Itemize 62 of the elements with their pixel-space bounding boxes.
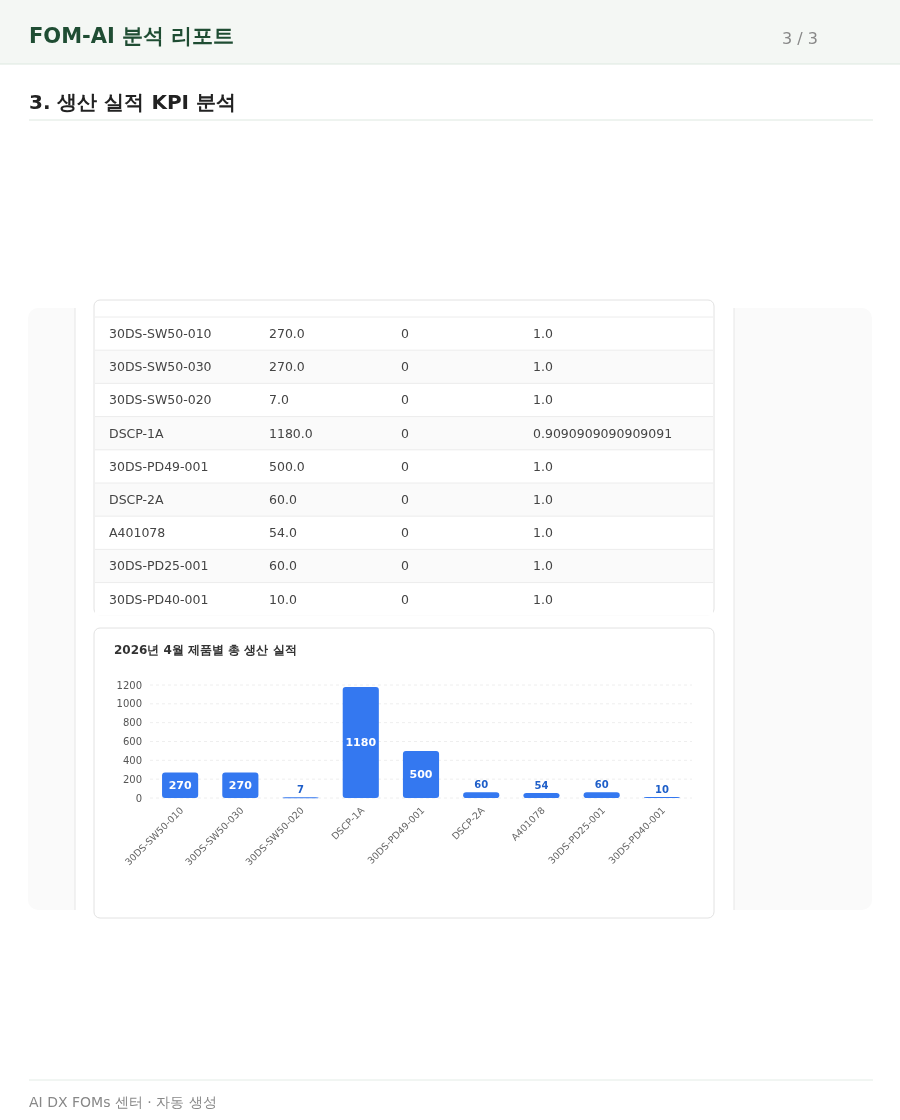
data-label: 0 — [401, 392, 409, 408]
data-label: 500 — [409, 768, 433, 782]
data-label: 54.0 — [269, 525, 297, 541]
data-label: 10.0 — [269, 591, 297, 607]
category-label: DSCP-2A — [109, 492, 165, 507]
data-label: 60.0 — [269, 492, 297, 507]
category-label: 30DS-PD49-001 — [109, 458, 209, 474]
data-label: 10 — [654, 784, 669, 796]
data-label: 0 — [401, 492, 409, 507]
data-label: 0 — [401, 425, 409, 441]
category-label: 30DS-PD40-001 — [109, 591, 209, 607]
data-label: 0 — [401, 359, 409, 375]
chart-title: 2026년 4월 제품별 총 생산 실적 — [114, 643, 297, 657]
data-label: 60 — [594, 779, 609, 791]
data-label: 7.0 — [269, 392, 289, 408]
bar — [523, 792, 560, 798]
data-label: 1.0 — [533, 591, 553, 607]
y-tick-label: 600 — [122, 736, 142, 747]
data-label: 0 — [401, 525, 409, 541]
data-label: 0 — [401, 326, 409, 341]
data-label: 0 — [401, 591, 409, 607]
y-tick-label: 200 — [122, 773, 142, 785]
data-label: 60.0 — [269, 558, 297, 574]
text: 3. 생산 실적 KPI 분석 — [29, 90, 236, 114]
data-label: 7 — [297, 784, 305, 796]
data-label: 1.0 — [533, 458, 553, 474]
data-label: 270.0 — [269, 326, 305, 341]
category-label: 30DS-SW50-010 — [109, 326, 212, 341]
text: AI DX FOMs 센터 · 자동 생성 — [29, 1094, 217, 1110]
data-label: 270 — [168, 779, 192, 793]
y-tick-label: 1000 — [116, 698, 142, 710]
data-label: 1180.0 — [269, 425, 313, 441]
data-label: 0 — [401, 558, 409, 574]
data-label: 0 — [401, 458, 409, 474]
y-tick-label: 400 — [122, 754, 142, 766]
category-label: A401078 — [109, 525, 166, 541]
text: FOM-AI 분석 리포트 — [29, 24, 235, 48]
bar — [583, 792, 620, 798]
data-label: 1.0 — [533, 326, 553, 341]
data-label: 1180 — [345, 736, 377, 750]
data-label: 1.0 — [533, 558, 553, 574]
category-label: 30DS-PD25-001 — [109, 558, 209, 574]
bar — [402, 750, 440, 798]
y-tick-label: 0 — [135, 792, 142, 804]
data-label: 1.0 — [533, 525, 553, 541]
text: 3 / 3 — [782, 29, 818, 48]
data-label: 1.0 — [533, 492, 553, 507]
data-label: 1.0 — [533, 359, 553, 375]
category-label: 30DS-SW50-030 — [109, 359, 212, 375]
data-label: 500.0 — [269, 458, 305, 474]
y-tick-label: 1200 — [116, 679, 142, 691]
data-label: 0.9090909090909091 — [533, 425, 673, 441]
data-label: 270 — [228, 779, 253, 793]
bar — [463, 792, 500, 798]
category-label: 30DS-SW50-020 — [109, 392, 212, 408]
data-label: 1.0 — [533, 392, 553, 408]
category-label: DSCP-1A — [109, 425, 165, 441]
data-label: 54 — [534, 779, 549, 791]
data-label: 270.0 — [269, 359, 305, 375]
bar — [342, 686, 379, 798]
y-tick-label: 800 — [122, 717, 142, 729]
data-label: 60 — [474, 779, 489, 791]
